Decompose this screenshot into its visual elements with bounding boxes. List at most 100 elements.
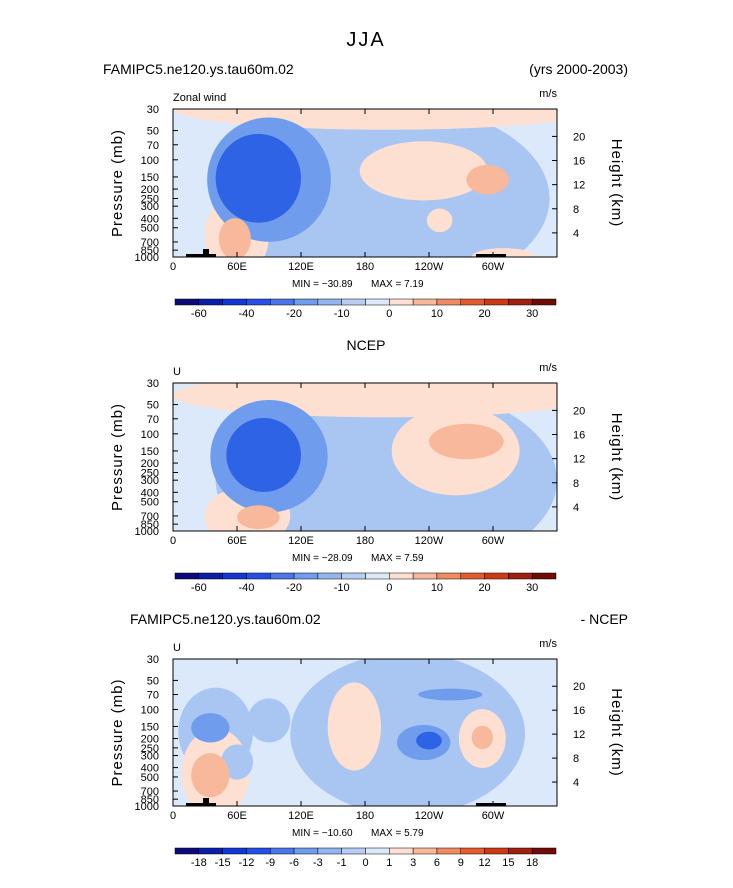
colorbar-cell bbox=[389, 572, 414, 580]
colorbar-cell bbox=[317, 847, 342, 855]
y2-tick-label: 20 bbox=[573, 681, 585, 693]
x-tick-label: 60E bbox=[227, 535, 247, 547]
y2-axis-label: Height (km) bbox=[608, 413, 625, 502]
figure-title: JJA bbox=[346, 29, 385, 51]
colorbar-cell bbox=[246, 572, 271, 580]
x-tick-label: 120E bbox=[288, 535, 314, 547]
y-tick-label: 70 bbox=[147, 140, 159, 152]
max-label: MAX = 7.19 bbox=[371, 279, 424, 290]
x-axis: 0 60E 120E 180 120W 60W bbox=[170, 383, 505, 547]
y2-tick-label: 4 bbox=[573, 228, 579, 240]
x-tick-label: 60W bbox=[482, 535, 505, 547]
contour-region-4 bbox=[426, 208, 453, 233]
panel-units: m/s bbox=[539, 638, 557, 650]
colorbar-cell bbox=[341, 572, 366, 580]
colorbar-cell bbox=[389, 847, 414, 855]
topo-block-andes bbox=[476, 254, 506, 257]
colorbar-cell bbox=[484, 298, 509, 306]
y-tick-label: 300 bbox=[141, 201, 159, 213]
y-tick-label: 100 bbox=[141, 155, 159, 167]
panel-units: m/s bbox=[539, 88, 557, 100]
x-tick-label: 120W bbox=[415, 261, 444, 273]
x-tick-label: 0 bbox=[170, 261, 176, 273]
colorbar-cell bbox=[317, 298, 342, 306]
y2-tick-label: 8 bbox=[573, 753, 579, 765]
colorbar-label: 0 bbox=[362, 857, 368, 869]
y-tick-label: 400 bbox=[141, 213, 159, 225]
colorbar-cell bbox=[484, 572, 509, 580]
y-tick-label: 850 bbox=[141, 519, 159, 531]
colorbar-cell bbox=[198, 572, 223, 580]
topo-peak bbox=[203, 798, 209, 806]
y-tick-label: 300 bbox=[141, 475, 159, 487]
colorbar-label: -20 bbox=[286, 308, 302, 320]
colorbar-cell bbox=[484, 847, 509, 855]
y2-tick-label: 16 bbox=[573, 156, 585, 168]
y-tick-label: 500 bbox=[141, 497, 159, 509]
colorbar-cell bbox=[270, 847, 295, 855]
colorbar: -60 -40 -20 -10 0 10 20 30 bbox=[174, 572, 557, 594]
y-tick-label: 1000 bbox=[135, 252, 159, 264]
colorbar-label: 9 bbox=[458, 857, 464, 869]
contour-region-11 bbox=[191, 753, 230, 798]
y-tick-label: 200 bbox=[141, 734, 159, 746]
panel-subtitle: U bbox=[173, 642, 181, 654]
contour-region-7 bbox=[191, 713, 230, 743]
min-label: MIN = −10.60 bbox=[292, 828, 353, 839]
topo-peak bbox=[203, 249, 209, 257]
y-tick-label: 850 bbox=[141, 794, 159, 806]
colorbar-cell bbox=[270, 298, 295, 306]
y2-tick-label: 12 bbox=[573, 729, 585, 741]
y-axis-label: Pressure (mb) bbox=[109, 129, 126, 237]
panel-right-title: (yrs 2000-2003) bbox=[529, 61, 628, 77]
colorbar-cell bbox=[222, 572, 247, 580]
panel-subtitle: Zonal wind bbox=[173, 92, 226, 104]
x-tick-label: 120W bbox=[415, 535, 444, 547]
colorbar-label: 6 bbox=[434, 857, 440, 869]
x-tick-label: 0 bbox=[170, 810, 176, 822]
contour-region-5 bbox=[429, 423, 504, 460]
y-tick-label: 50 bbox=[147, 400, 159, 412]
y-tick-label: 250 bbox=[141, 467, 159, 479]
y2-axis: 20 16 12 8 4 bbox=[552, 131, 585, 240]
colorbar-cell bbox=[436, 572, 461, 580]
contour-region-7 bbox=[466, 164, 509, 195]
y-tick-label: 1000 bbox=[135, 526, 159, 538]
colorbar-cell bbox=[198, 298, 223, 306]
y2-tick-label: 20 bbox=[573, 405, 585, 417]
x-tick-label: 60W bbox=[482, 810, 505, 822]
y-tick-label: 500 bbox=[141, 223, 159, 235]
colorbar-cell bbox=[460, 572, 485, 580]
y-tick-label: 70 bbox=[147, 690, 159, 702]
panel-right-title: - NCEP bbox=[581, 611, 628, 627]
colorbar-label: -1 bbox=[337, 857, 347, 869]
y-tick-label: 400 bbox=[141, 487, 159, 499]
y-tick-label: 70 bbox=[147, 414, 159, 426]
colorbar-label: -3 bbox=[313, 857, 323, 869]
y2-tick-label: 4 bbox=[573, 777, 579, 789]
x-axis: 0 60E 120E 180 120W 60W bbox=[170, 109, 505, 273]
contour-field bbox=[173, 659, 557, 806]
x-tick-label: 180 bbox=[356, 810, 374, 822]
colorbar-label: -40 bbox=[238, 582, 254, 594]
colorbar-label: -10 bbox=[334, 582, 350, 594]
contour-region-1 bbox=[359, 141, 488, 201]
topography bbox=[186, 249, 506, 257]
colorbar-label: -9 bbox=[265, 857, 275, 869]
topo-block-asia bbox=[186, 803, 216, 806]
x-tick-label: 180 bbox=[356, 261, 374, 273]
y-tick-label: 150 bbox=[141, 721, 159, 733]
colorbar-cell bbox=[508, 298, 533, 306]
y-tick-label: 250 bbox=[141, 743, 159, 755]
colorbar-cell bbox=[412, 572, 438, 580]
colorbar-label: -12 bbox=[238, 857, 254, 869]
colorbar-cell bbox=[317, 572, 342, 580]
colorbar-label: -10 bbox=[334, 308, 350, 320]
colorbar-label: 1 bbox=[386, 857, 392, 869]
x-tick-label: 120E bbox=[288, 261, 314, 273]
